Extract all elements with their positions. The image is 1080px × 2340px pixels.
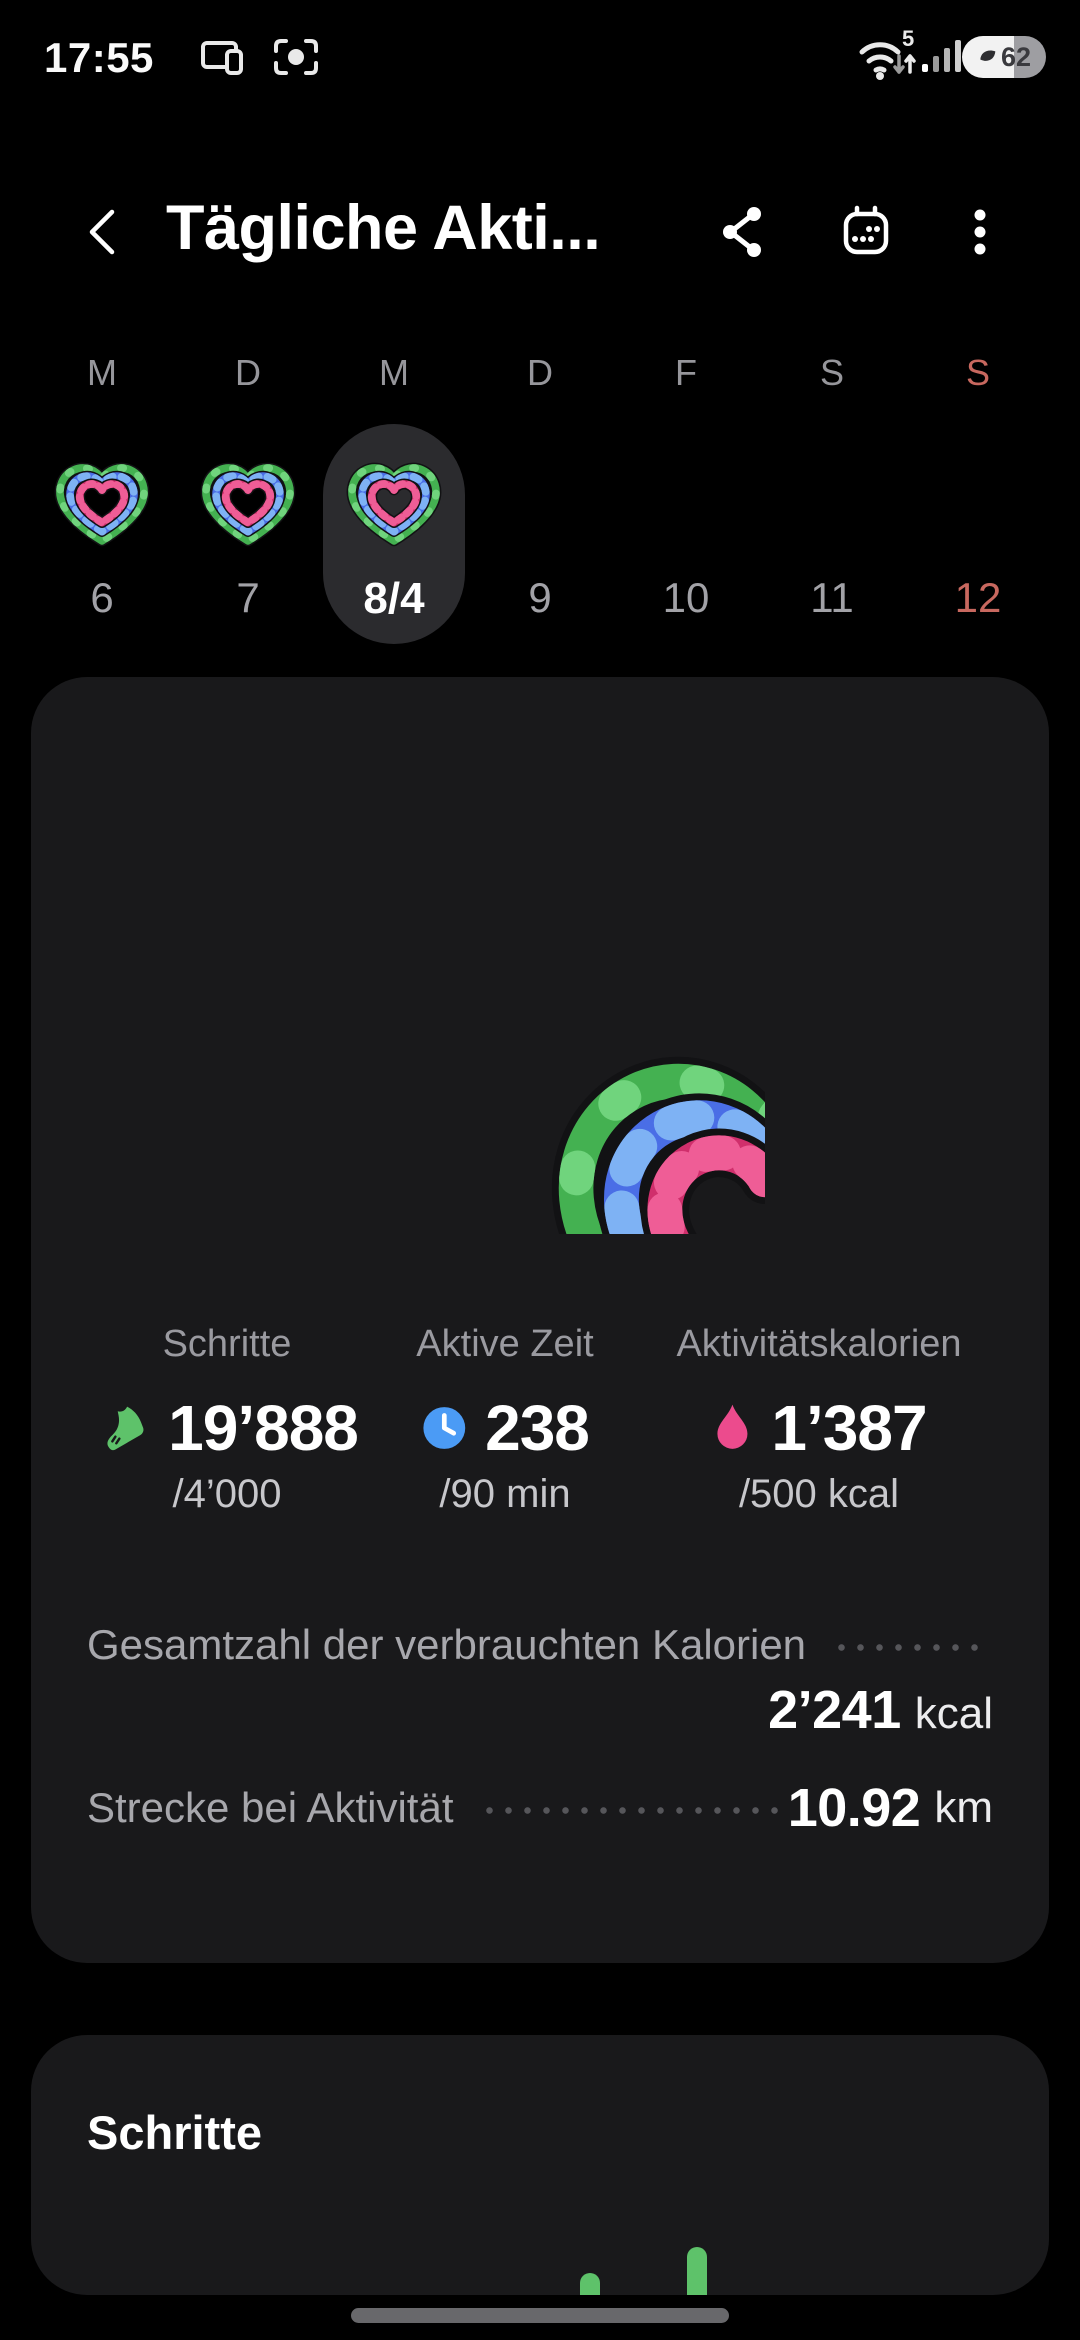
shoe-icon <box>107 1406 144 1451</box>
row-label: Strecke bei Aktivität <box>87 1784 454 1831</box>
activity-distance-row: Strecke bei Aktivität 10.92 km <box>87 1777 993 1839</box>
stat-steps: Schritte 19’888 /4’000 <box>96 1322 359 1518</box>
day-date: 12 <box>954 574 1002 621</box>
calendar-button calendar-icon[interactable] <box>838 204 894 260</box>
steps-chart-bar <box>580 2273 600 2295</box>
stat-value: 238 <box>485 1392 590 1464</box>
screen-capture-icon <box>274 39 318 75</box>
stat-value: 19’888 <box>168 1392 359 1464</box>
stat-goal: /90 min <box>439 1472 571 1516</box>
clock-time: 17:55 <box>44 34 154 81</box>
dotted-leader <box>479 1806 782 1814</box>
heart-rings-icon <box>321 452 467 552</box>
share-button share-icon[interactable] <box>716 204 772 260</box>
stat-active-time: Aktive Zeit 238 /90 min <box>416 1322 593 1518</box>
dotted-leader <box>832 1643 987 1651</box>
wifi-generation-label: 5 <box>902 30 914 51</box>
day-letter: D <box>235 352 261 393</box>
battery-indicator: 62 <box>962 36 1046 78</box>
day-letter: M <box>379 352 409 393</box>
heart-rings-icon <box>29 452 175 552</box>
stat-activity-calories: Aktivitätskalorien 1’387 /500 kcal <box>676 1322 961 1518</box>
connected-device-icon <box>201 41 243 75</box>
day-letter: M <box>87 352 117 393</box>
daily-activity-summary-card: Schritte 19’888 /4’000 Aktive Zeit <box>31 677 1049 1963</box>
row-value: 2’241 <box>768 1680 901 1740</box>
day-date: 11 <box>810 574 854 621</box>
day-letter: D <box>527 352 553 393</box>
day-date: 10 <box>662 574 710 621</box>
back-button chevron-left-icon[interactable] <box>78 204 134 260</box>
wifi-icon: 5 <box>859 30 916 80</box>
row-label: Gesamtzahl der verbrauchten Kalorien <box>87 1621 807 1668</box>
stat-label: Schritte <box>162 1323 292 1365</box>
clock-icon <box>423 1407 466 1449</box>
battery-saver-leaf-icon <box>980 50 996 61</box>
day-date: 9 <box>528 574 552 621</box>
day-date: 6 <box>90 574 114 621</box>
stat-goal: /500 kcal <box>738 1472 900 1516</box>
stat-label: Aktive Zeit <box>416 1323 594 1365</box>
day-letter: S <box>819 352 844 393</box>
signal-strength-icon <box>922 40 961 72</box>
row-unit: km <box>934 1783 993 1832</box>
heart-rings-icon <box>175 452 321 552</box>
row-unit: kcal <box>914 1689 993 1738</box>
steps-card-title: Schritte <box>87 2106 262 2159</box>
total-calories-value: 2’241 kcal <box>768 1679 993 1741</box>
day-date: 7 <box>236 574 260 621</box>
page-title: Tägliche Akti... <box>166 193 601 263</box>
more-button more-vertical-icon[interactable] <box>952 204 1008 260</box>
day-letter: S <box>965 352 990 393</box>
total-calories-row: Gesamtzahl der verbrauchten Kalorien <box>87 1621 993 1669</box>
row-value: 10.92 <box>787 1778 921 1838</box>
battery-percent: 62 <box>1000 41 1032 72</box>
day-date: 8/4 <box>363 574 425 623</box>
flame-icon <box>717 1404 748 1449</box>
stat-label: Aktivitätskalorien <box>676 1323 962 1365</box>
stat-value: 1’387 <box>771 1392 927 1464</box>
battery-empty <box>1014 36 1046 78</box>
activity-heart-rings-icon <box>315 827 765 1234</box>
stat-goal: /4’000 <box>172 1472 282 1516</box>
steps-card[interactable]: Schritte <box>31 2035 1049 2295</box>
steps-chart-bar <box>687 2247 707 2295</box>
home-indicator[interactable] <box>351 2308 729 2323</box>
day-letter: F <box>675 352 697 393</box>
